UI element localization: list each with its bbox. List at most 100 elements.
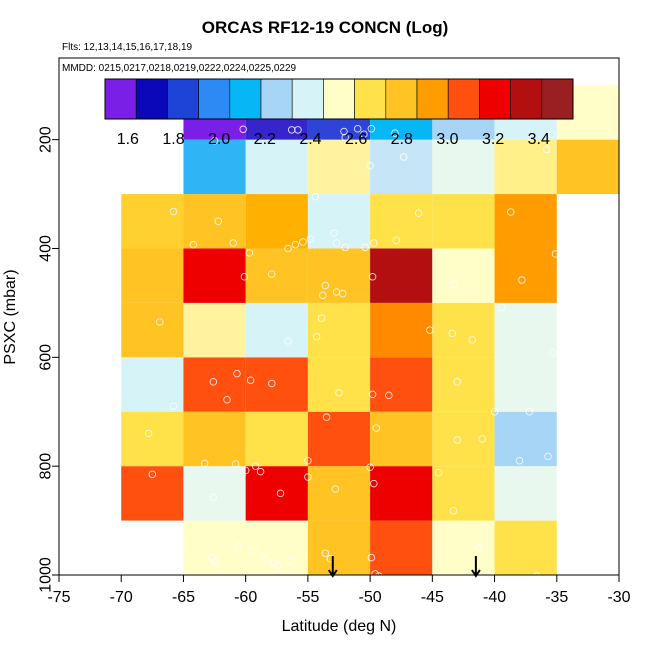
data-point [223,396,231,404]
data-point [269,559,277,567]
heatmap-cell [370,466,433,521]
data-point [169,402,178,411]
heatmap-cell [121,411,184,467]
heatmap-cell [494,248,557,303]
data-point [251,462,260,470]
colorbar-swatch [260,78,293,120]
colorbar-tick-label: 2.6 [345,131,367,148]
heatmap-cell [370,248,433,303]
colorbar-tick-label: 3.2 [482,131,504,148]
heatmap-cell [183,248,246,303]
heatmap-cell [245,411,308,467]
heatmap-cell [245,194,308,249]
colorbar-tick-label: 1.8 [162,131,184,148]
heatmap-cell [307,194,371,249]
data-point [335,388,343,397]
heatmap-cell [307,520,371,575]
colorbar-swatch [198,78,231,120]
data-point [136,549,144,557]
data-point [338,289,347,298]
data-point [367,553,376,562]
colorbar-tick-label: 3.4 [528,131,550,148]
data-point [148,470,157,479]
plot-frame [58,57,620,576]
data-point [239,125,247,134]
data-point [385,391,393,400]
data-point [453,436,461,444]
colorbar-swatch [135,78,168,120]
data-point [478,435,486,443]
data-point [341,133,349,142]
heatmap-cell [494,194,557,249]
heatmap-cell [245,302,308,358]
data-point [360,130,368,138]
data-point [449,507,458,515]
data-point [240,273,249,281]
data-point [372,424,381,432]
data-point [498,303,506,311]
data-point [286,557,295,566]
heatmap-cell [432,520,495,575]
heatmap-cell [494,520,557,575]
heatmap-cell [245,248,308,303]
data-point [189,240,198,249]
colorbar-swatch [541,78,574,120]
data-point [332,239,341,247]
data-point [210,136,219,145]
x-tick-label: -50 [359,589,382,606]
data-point [319,291,327,300]
heatmap-cell [494,411,557,467]
data-point [231,460,240,468]
data-point [284,244,292,253]
colorbar-swatch [323,78,355,120]
data-point [353,124,362,133]
heatmap-cell [432,248,495,303]
heatmap-cell [121,194,184,249]
data-point [448,329,456,338]
heatmap-cell [307,466,371,521]
heatmap-cell [183,411,246,467]
data-point [366,463,374,471]
heatmap-cell [432,411,495,467]
heatmap-cell [494,466,557,521]
x-tick-label: -60 [234,589,257,606]
data-point [234,542,242,551]
data-point [370,479,378,488]
y-tick-label: 400 [38,235,55,262]
colorbar-swatch [229,78,262,120]
colorbar: 1.6 1.8 2.0 2.2 2.4 2.6 2.8 3.0 3.2 3.4 [104,78,574,148]
data-point [551,250,560,258]
colorbar-swatch [416,78,449,120]
data-point [260,554,269,563]
y-tick-label: 200 [38,126,55,153]
data-point [549,349,557,357]
data-point [368,273,377,281]
heatmap-cell [432,466,495,521]
data-point [212,557,220,566]
data-point [229,239,237,247]
data-point [426,326,434,334]
heatmap-cell [556,139,619,195]
data-point [506,208,515,216]
data-point [161,550,169,559]
x-tick-label: -45 [421,589,444,606]
data-point [475,544,484,552]
heatmap-cell [183,302,246,358]
heatmap-cell [121,302,184,358]
heatmap-cell [432,302,495,358]
data-point [241,466,250,475]
lat-arrows [327,556,481,578]
x-axis: -75 -70 -65 -60 -55 -50 -45 -40 -35 -30 [47,575,631,606]
data-point [331,485,340,493]
data-point [284,337,292,345]
heatmap-cell [494,357,557,412]
data-point [291,240,300,249]
data-point [515,456,524,465]
heatmap-cell [432,194,495,249]
data-point [468,336,476,344]
heatmap-cell [432,139,495,195]
colorbar-swatch [291,78,324,120]
data-point [306,235,315,243]
flights-label: Flts: 12,13,14,15,16,17,18,19 [62,42,193,53]
heatmap-cell [183,520,246,575]
